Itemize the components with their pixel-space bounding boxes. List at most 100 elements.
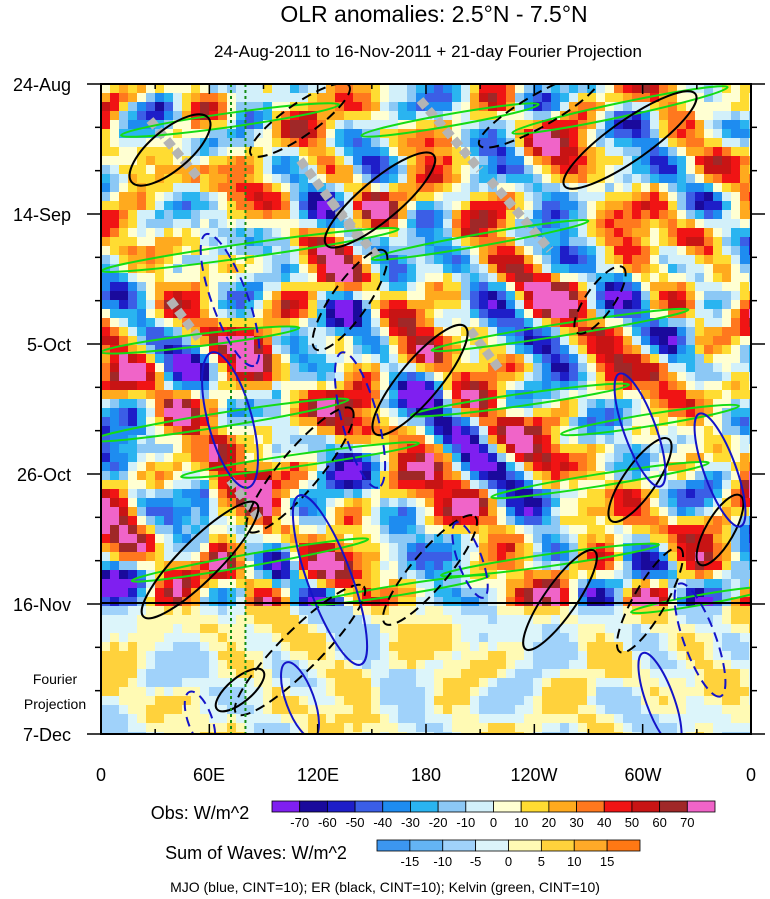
heatmap-cell [533, 588, 543, 598]
heatmap-cell [317, 111, 327, 121]
heatmap-cell [227, 264, 237, 274]
heatmap-cell [650, 345, 660, 355]
heatmap-cell [254, 102, 264, 112]
heatmap-cell [398, 390, 408, 400]
heatmap-cell [209, 696, 219, 706]
heatmap-cell [488, 300, 498, 310]
heatmap-cell [263, 210, 273, 220]
heatmap-cell [740, 354, 750, 364]
heatmap-cell [362, 696, 372, 706]
heatmap-cell [596, 471, 606, 481]
heatmap-cell [200, 426, 210, 436]
heatmap-cell [416, 309, 426, 319]
heatmap-cell [317, 318, 327, 328]
heatmap-cell [137, 696, 147, 706]
heatmap-cell [470, 84, 480, 94]
heatmap-cell [488, 687, 498, 697]
heatmap-cell [704, 498, 714, 508]
heatmap-cell [317, 552, 327, 562]
heatmap-cell [245, 84, 255, 94]
heatmap-cell [371, 669, 381, 679]
heatmap-cell [731, 309, 741, 319]
heatmap-cell [371, 660, 381, 670]
heatmap-cell [488, 516, 498, 526]
heatmap-cell [569, 651, 579, 661]
heatmap-cell [434, 201, 444, 211]
heatmap-cell [245, 255, 255, 265]
heatmap-cell [740, 678, 750, 688]
heatmap-cell [470, 183, 480, 193]
heatmap-cell [371, 615, 381, 625]
heatmap-cell [308, 426, 318, 436]
heatmap-cell [551, 390, 561, 400]
heatmap-cell [407, 606, 417, 616]
heatmap-cell [488, 318, 498, 328]
heatmap-cell [524, 345, 534, 355]
heatmap-cell [524, 444, 534, 454]
heatmap-cell [263, 597, 273, 607]
heatmap-cell [146, 543, 156, 553]
heatmap-cell [335, 552, 345, 562]
heatmap-cell [137, 156, 147, 166]
heatmap-cell [443, 174, 453, 184]
heatmap-cell [407, 309, 417, 319]
heatmap-cell [281, 579, 291, 589]
heatmap-cell [245, 678, 255, 688]
heatmap-cell [416, 597, 426, 607]
heatmap-cell [353, 318, 363, 328]
heatmap-cell [551, 687, 561, 697]
heatmap-cell [236, 606, 246, 616]
heatmap-cell [263, 480, 273, 490]
heatmap-cell [155, 102, 165, 112]
heatmap-cell [236, 219, 246, 229]
heatmap-cell [362, 606, 372, 616]
heatmap-cell [551, 381, 561, 391]
heatmap-cell [173, 408, 183, 418]
heatmap-cell [695, 516, 705, 526]
heatmap-cell [443, 183, 453, 193]
heatmap-cell [362, 318, 372, 328]
heatmap-cell [560, 633, 570, 643]
heatmap-cell [290, 273, 300, 283]
heatmap-cell [560, 543, 570, 553]
heatmap-cell [146, 174, 156, 184]
heatmap-cell [695, 372, 705, 382]
heatmap-cell [137, 390, 147, 400]
heatmap-cell [101, 354, 111, 364]
heatmap-cell [650, 309, 660, 319]
heatmap-cell [416, 201, 426, 211]
heatmap-cell [119, 363, 129, 373]
heatmap-cell [281, 93, 291, 103]
heatmap-cell [524, 327, 534, 337]
heatmap-cell [740, 93, 750, 103]
heatmap-cell [254, 498, 264, 508]
heatmap-cell [173, 516, 183, 526]
heatmap-cell [155, 660, 165, 670]
heatmap-cell [254, 309, 264, 319]
heatmap-cell [605, 165, 615, 175]
heatmap-cell [281, 417, 291, 427]
heatmap-cell [164, 444, 174, 454]
heatmap-cell [677, 660, 687, 670]
heatmap-cell [551, 273, 561, 283]
heatmap-cell [434, 426, 444, 436]
heatmap-cell [452, 480, 462, 490]
heatmap-cell [218, 228, 228, 238]
heatmap-cell [380, 327, 390, 337]
heatmap-cell [659, 138, 669, 148]
heatmap-cell [398, 372, 408, 382]
heatmap-cell [146, 525, 156, 535]
heatmap-cell [245, 327, 255, 337]
heatmap-cell [326, 183, 336, 193]
heatmap-cell [137, 147, 147, 157]
heatmap-cell [326, 318, 336, 328]
heatmap-cell [470, 345, 480, 355]
heatmap-cell [110, 498, 120, 508]
heatmap-cell [416, 552, 426, 562]
heatmap-cell [308, 390, 318, 400]
heatmap-cell [317, 381, 327, 391]
heatmap-cell [443, 363, 453, 373]
heatmap-cell [173, 111, 183, 121]
heatmap-cell [497, 309, 507, 319]
heatmap-cell [380, 120, 390, 130]
